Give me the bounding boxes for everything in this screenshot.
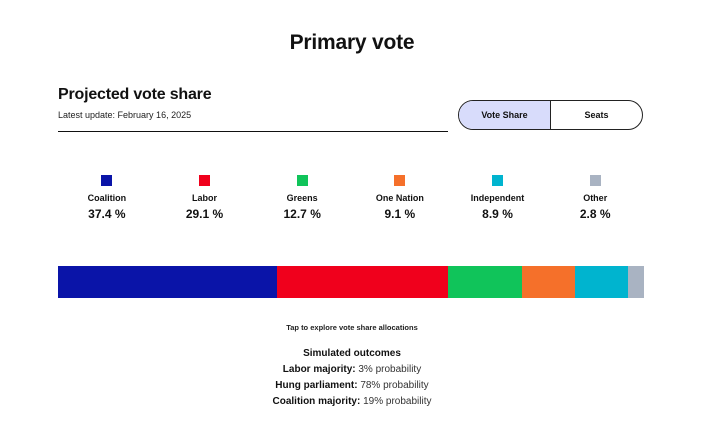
vote-share-toggle-button[interactable]: Vote Share <box>459 101 551 129</box>
legend-item-greens: Greens 12.7 % <box>253 175 351 222</box>
outcome-probability: 78% probability <box>360 380 429 391</box>
party-vote-share: 8.9 % <box>482 207 513 221</box>
other-color-swatch <box>589 175 601 186</box>
party-name: Greens <box>286 193 318 203</box>
vote-bar-segment-independent[interactable] <box>575 266 628 298</box>
legend-item-other: Other 2.8 % <box>546 175 644 222</box>
legend-item-coalition: Coalition 37.4 % <box>58 175 156 222</box>
legend-item-independent: Independent 8.9 % <box>449 175 547 222</box>
party-name: Other <box>583 193 608 203</box>
outcomes-title: Simulated outcomes <box>303 348 401 359</box>
party-vote-share: 29.1 % <box>185 207 224 221</box>
view-toggle: Vote Share Seats <box>458 100 643 130</box>
section-header: Projected vote share Latest update: Febr… <box>58 85 448 132</box>
page-title: Primary vote <box>289 31 415 54</box>
section-title: Projected vote share <box>58 86 212 103</box>
outcome-probability: 3% probability <box>358 364 422 375</box>
outcome-row-coalition-majority: Coalition majority: 19% probability <box>0 394 704 410</box>
explore-hint: Tap to explore vote share allocations <box>286 323 418 332</box>
outcome-row-hung-parliament: Hung parliament: 78% probability <box>0 378 704 394</box>
outcome-row-labor-majority: Labor majority: 3% probability <box>0 362 704 378</box>
one-nation-color-swatch <box>394 175 406 186</box>
party-vote-share: 12.7 % <box>283 207 321 221</box>
party-name: Independent <box>470 193 525 203</box>
legend-item-one-nation: One Nation 9.1 % <box>351 175 449 222</box>
coalition-color-swatch <box>101 175 113 186</box>
party-name: Labor <box>192 193 218 203</box>
vote-bar-segment-labor[interactable] <box>277 266 448 298</box>
last-update-text: Latest update: February 16, 2025 <box>58 110 192 120</box>
seats-toggle-button[interactable]: Seats <box>584 110 609 120</box>
vote-bar-segment-other[interactable] <box>627 266 644 298</box>
party-name: One Nation <box>375 193 424 203</box>
legend-item-labor: Labor 29.1 % <box>156 175 254 222</box>
simulated-outcomes: Simulated outcomes Labor majority: 3% pr… <box>0 346 704 410</box>
vote-share-bar[interactable] <box>58 266 644 298</box>
labor-color-swatch <box>199 175 210 186</box>
independent-color-swatch <box>492 175 504 186</box>
party-vote-share: 2.8 % <box>579 207 611 221</box>
vote-bar-segment-coalition[interactable] <box>58 266 278 298</box>
greens-color-swatch <box>296 175 308 186</box>
outcome-label: Labor majority: <box>282 364 356 375</box>
vote-bar-segment-greens[interactable] <box>447 266 523 298</box>
outcome-probability: 19% probability <box>363 396 432 407</box>
party-vote-share: 37.4 % <box>88 207 126 221</box>
party-vote-share: 9.1 % <box>384 207 416 221</box>
outcome-label: Hung parliament: <box>275 380 358 391</box>
outcome-label: Coalition majority: <box>272 396 361 407</box>
party-name: Coalition <box>87 193 127 203</box>
party-legend: Coalition 37.4 % Labor 29.1 % Greens 12.… <box>58 175 644 222</box>
vote-bar-segment-one-nation[interactable] <box>522 266 576 298</box>
